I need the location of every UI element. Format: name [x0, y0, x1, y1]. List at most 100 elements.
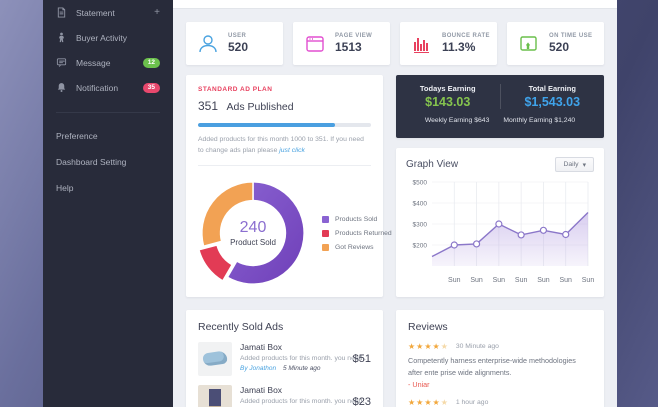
- sidebar-item-notification[interactable]: Notification 35: [43, 75, 173, 100]
- sidebar-item-label: Buyer Activity: [76, 32, 128, 43]
- buyer-icon: [58, 32, 65, 43]
- ad-plan-description: Added products for this month 1000 to 35…: [198, 136, 364, 155]
- message-count-badge: 12: [142, 57, 160, 68]
- card-divider: [198, 165, 371, 167]
- chevron-down-icon: ▾: [582, 161, 586, 169]
- stat-value: 11.3%: [442, 40, 476, 54]
- sold-item-desc: Added products for this month. you need.…: [240, 355, 367, 362]
- top-header-bar: [173, 0, 617, 9]
- stat-label: ON TIME USE: [549, 33, 593, 39]
- sold-item-desc: Added products for this month. you need.…: [240, 398, 367, 405]
- product-thumbnail: [198, 385, 232, 407]
- stat-card-bounce-rate[interactable]: BOUNCE RATE 11.3%: [400, 22, 497, 65]
- message-icon: [56, 58, 67, 67]
- sidebar-divider: [56, 112, 160, 113]
- svg-text:Sun: Sun: [559, 277, 572, 284]
- svg-text:$300: $300: [413, 221, 428, 228]
- svg-text:Sun: Sun: [537, 277, 550, 284]
- user-icon: [199, 34, 217, 52]
- stat-card-user[interactable]: USER 520: [186, 22, 283, 65]
- recently-sold-card: Recently Sold Ads Jamati Box Added produ…: [186, 310, 383, 407]
- recently-sold-title: Recently Sold Ads: [198, 321, 284, 333]
- sidebar-item-buyer-activity[interactable]: Buyer Activity: [43, 25, 173, 50]
- browser-icon: [306, 35, 324, 52]
- monthly-earning: Monthly Earning $1,240: [503, 117, 576, 124]
- svg-text:Sun: Sun: [582, 277, 594, 284]
- star-rating-icon: ★★★★★: [408, 398, 449, 407]
- ad-plan-progress-fill: [198, 123, 335, 127]
- graph-view-card: Graph View Daily ▾ $500 $400 $300 $200 Sun Su…: [396, 148, 604, 297]
- donut-legend: Products Sold Products Returned Got Revi…: [322, 209, 392, 258]
- legend-item-got-reviews: Got Reviews: [322, 243, 392, 251]
- legend-item-products-sold: Products Sold: [322, 215, 392, 223]
- ad-plan-card: STANDARD AD PLAN 351 Ads Published Added…: [186, 75, 392, 297]
- sidebar-link-preference[interactable]: Preference: [56, 131, 98, 141]
- sold-item-price: $23: [352, 396, 371, 407]
- ad-plan-progress: [198, 123, 371, 127]
- sold-item-title: Jamati Box: [240, 385, 283, 395]
- main-content: USER 520 PAGE VIEW 1513 BOUNCE RATE: [173, 0, 617, 407]
- svg-text:Sun: Sun: [493, 277, 506, 284]
- sold-item-price: $51: [352, 353, 371, 365]
- sidebar-link-help[interactable]: Help: [56, 183, 74, 193]
- stat-label: BOUNCE RATE: [442, 33, 490, 39]
- review-time: 1 hour ago: [455, 399, 489, 407]
- graph-view-chart: $500 $400 $300 $200 Sun Sun Sun Sun Sun Sun Sun: [413, 179, 594, 284]
- legend-swatch: [322, 215, 329, 223]
- stat-label: PAGE VIEW: [335, 33, 373, 39]
- sidebar-link-dashboard-setting[interactable]: Dashboard Setting: [56, 157, 127, 167]
- svg-text:Sun: Sun: [515, 277, 528, 284]
- todays-earning-value: $143.03: [425, 95, 471, 109]
- sidebar-item-label: Notification: [76, 82, 119, 93]
- ad-plan-tag: STANDARD AD PLAN: [198, 86, 273, 93]
- sidebar-item-message[interactable]: Message 12: [43, 50, 173, 75]
- total-earning-value: $1,543.03: [524, 95, 581, 109]
- bell-icon: [57, 83, 66, 92]
- ads-published-count: 351: [198, 99, 219, 113]
- product-thumbnail: [198, 342, 232, 376]
- ads-published-label: Ads Published: [226, 101, 294, 113]
- legend-swatch: [322, 243, 329, 251]
- stats-row: USER 520 PAGE VIEW 1513 BOUNCE RATE: [186, 22, 604, 65]
- stat-value: 1513: [335, 40, 362, 54]
- stat-value: 520: [228, 40, 249, 54]
- sold-item[interactable]: Jamati Box Added products for this month…: [198, 342, 371, 376]
- stat-card-page-view[interactable]: PAGE VIEW 1513: [293, 22, 390, 65]
- svg-text:$200: $200: [413, 242, 428, 249]
- product-sold-donut: 240 Product Sold Products Sold Products …: [186, 166, 392, 292]
- weekly-earning: Weekly Earning $643: [424, 117, 490, 124]
- sold-item-title: Jamati Box: [240, 342, 283, 352]
- just-click-link[interactable]: just click: [279, 147, 305, 155]
- sidebar-item-statement[interactable]: Statement +: [43, 0, 173, 25]
- svg-text:Sun: Sun: [448, 277, 461, 284]
- stat-value: 520: [549, 40, 570, 54]
- review-item: ★★★★★ 1 hour ago Competently harness ent…: [408, 398, 592, 407]
- graph-view-title: Graph View: [406, 159, 459, 170]
- range-dropdown[interactable]: Daily ▾: [555, 157, 594, 172]
- plus-icon[interactable]: +: [154, 7, 160, 18]
- total-earning: Total Earning $1,543.03: [499, 84, 605, 109]
- legend-swatch: [322, 229, 329, 237]
- stat-card-on-time-use[interactable]: ON TIME USE 520: [507, 22, 604, 65]
- tablet-icon: [520, 35, 537, 51]
- sidebar: Statement + Buyer Activity Message 12 No…: [43, 0, 173, 407]
- sidebar-item-label: Message: [76, 57, 111, 68]
- todays-earning: Todays Earning $143.03: [396, 84, 500, 109]
- document-icon: [57, 7, 66, 18]
- review-item: ★★★★★ 30 Minute ago Competently harness …: [408, 342, 592, 389]
- bar-chart-icon: [414, 37, 429, 53]
- review-text: Competently harness enterprise-wide meth…: [408, 356, 576, 377]
- sidebar-item-label: Statement: [76, 7, 115, 18]
- sold-item-author-link[interactable]: By Jonathon: [240, 365, 277, 372]
- svg-text:$400: $400: [413, 200, 428, 207]
- stat-label: USER: [228, 33, 247, 39]
- notification-count-badge: 35: [142, 82, 160, 93]
- sold-item[interactable]: Jamati Box Added products for this month…: [198, 385, 371, 407]
- star-rating-icon: ★★★★★: [408, 342, 449, 351]
- svg-text:$500: $500: [413, 179, 428, 186]
- reviews-card: Reviews ★★★★★ 30 Minute ago Competently …: [396, 310, 604, 407]
- legend-item-products-returned: Products Returned: [322, 229, 392, 237]
- reviews-title: Reviews: [408, 321, 448, 333]
- review-author: - Uniar: [408, 380, 430, 390]
- donut-chart-svg: [198, 181, 305, 286]
